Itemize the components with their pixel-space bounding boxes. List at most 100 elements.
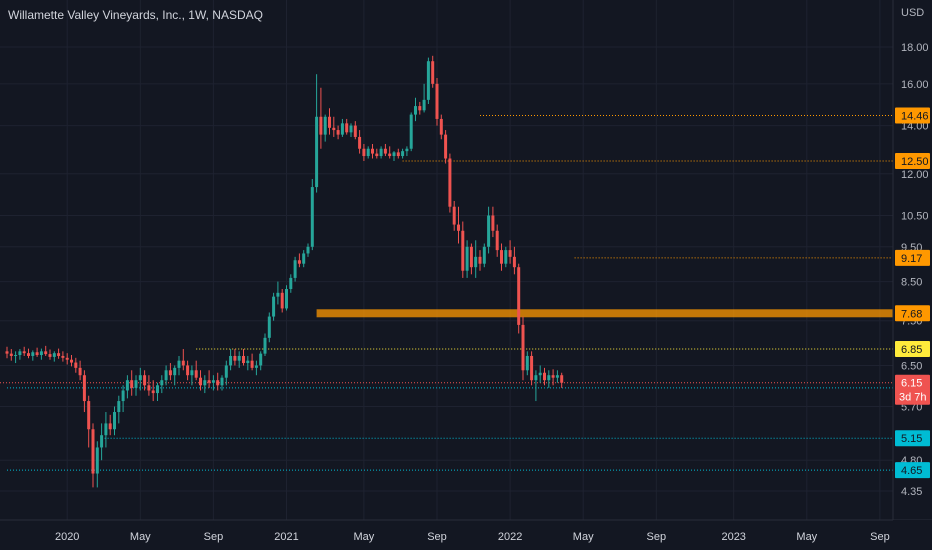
candle-body	[517, 267, 521, 325]
candle-body	[57, 353, 61, 356]
candle-body	[138, 375, 142, 381]
candle-body	[160, 380, 164, 386]
candle-body	[280, 292, 284, 309]
chart-title: Willamette Valley Vineyards, Inc., 1W, N…	[8, 8, 263, 22]
price-tick-label: 12.00	[901, 169, 929, 181]
candle-body	[422, 99, 426, 111]
price-tick-label: 16.00	[901, 79, 929, 91]
price-tick-label: 6.50	[901, 360, 922, 372]
time-label: May	[573, 531, 594, 543]
candle-body	[207, 380, 211, 383]
price-tick-label: 18.00	[901, 42, 929, 54]
candle-body	[82, 375, 86, 402]
candle-body	[186, 365, 190, 376]
time-label: May	[130, 531, 151, 543]
candle-body	[538, 372, 542, 376]
candle-body	[267, 316, 271, 338]
candle-body	[435, 83, 439, 119]
candle-body	[504, 250, 508, 264]
candle-body	[220, 377, 224, 386]
time-label: May	[354, 531, 375, 543]
level-badge	[895, 305, 930, 322]
candle-body	[383, 148, 387, 154]
candle-body	[491, 215, 495, 231]
candle-body	[272, 296, 276, 317]
level-badge-label: 6.85	[901, 344, 922, 356]
time-label: 2021	[274, 531, 298, 543]
candle-body	[242, 355, 245, 364]
candle-body	[190, 370, 194, 376]
candle-body	[254, 365, 258, 368]
candle-body	[229, 355, 233, 366]
candle-body	[439, 118, 443, 135]
candle-body	[87, 401, 91, 430]
candle-body	[452, 206, 456, 225]
candle-body	[164, 370, 168, 381]
candle-body	[216, 380, 220, 386]
candle-body	[121, 390, 125, 402]
candle-body	[530, 355, 534, 381]
candle-body	[366, 148, 370, 157]
candle-body	[345, 123, 349, 133]
candle-body	[418, 106, 422, 111]
level-badge	[895, 107, 930, 124]
candle-body	[448, 158, 452, 207]
candle-body	[495, 230, 499, 251]
candle-body	[203, 380, 207, 386]
candle-body	[117, 401, 121, 413]
candle-body	[371, 148, 374, 154]
level-badge-label: 14.46	[901, 110, 929, 122]
level-badge	[895, 249, 930, 266]
candle-body	[500, 250, 503, 264]
time-label: May	[796, 531, 817, 543]
time-label: 2022	[498, 531, 522, 543]
candle-body	[91, 429, 95, 474]
last-price-countdown: 3d 7h	[899, 392, 927, 404]
level-badge	[895, 462, 930, 479]
candle-body	[259, 353, 263, 366]
level-badge-label: 9.17	[901, 253, 922, 265]
candle-body	[474, 256, 478, 268]
candle-body	[444, 134, 448, 159]
candle-body	[48, 354, 52, 357]
candle-body	[22, 351, 26, 354]
candle-body	[134, 380, 138, 388]
last-price-label: 6.15	[901, 378, 922, 390]
candle-body	[547, 375, 551, 381]
candle-body	[332, 127, 336, 131]
candle-body	[70, 359, 73, 363]
candle-body	[27, 353, 30, 356]
candle-body	[5, 351, 9, 354]
candle-body	[405, 148, 409, 152]
level-badge	[895, 341, 930, 358]
candle-body	[461, 230, 465, 271]
candle-body	[39, 351, 43, 356]
price-tick-label: 14.00	[901, 121, 929, 133]
candle-body	[9, 353, 13, 356]
candle-body	[525, 355, 529, 371]
candle-body	[315, 116, 319, 188]
candle-body	[414, 106, 417, 115]
candle-body	[168, 370, 172, 376]
candle-body	[44, 351, 48, 355]
candle-body	[396, 152, 400, 157]
level-badge-label: 4.65	[901, 465, 922, 477]
candle-body	[199, 377, 202, 386]
candle-body	[375, 153, 379, 157]
candle-body	[388, 153, 392, 157]
candle-body	[156, 385, 159, 394]
time-label: Sep	[870, 531, 890, 543]
candle-body	[457, 224, 460, 231]
candle-body	[125, 380, 129, 391]
candle-body	[487, 215, 491, 247]
candle-body	[362, 148, 366, 157]
candle-body	[61, 355, 65, 358]
candle-body	[108, 423, 112, 430]
candle-body	[310, 187, 314, 247]
candle-body	[181, 360, 185, 366]
currency-label: USD	[901, 7, 924, 19]
candle-body	[194, 370, 198, 378]
